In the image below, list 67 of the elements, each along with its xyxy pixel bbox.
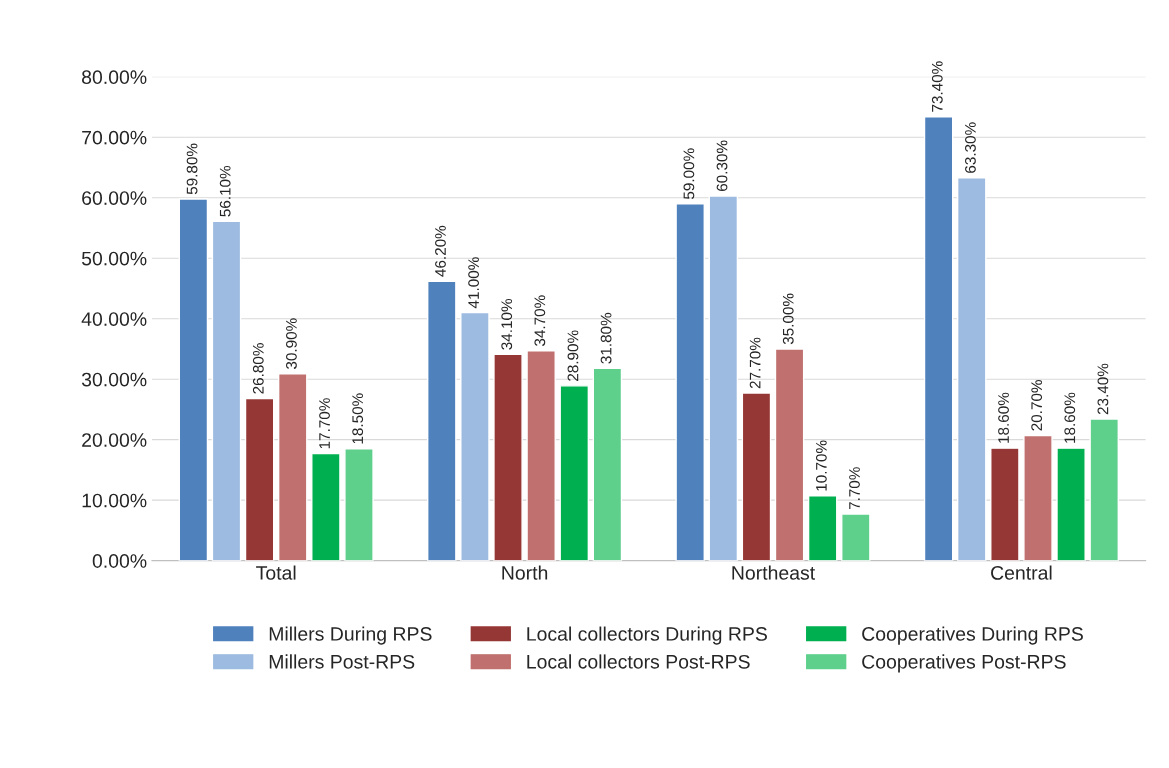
data-label: 34.10% <box>501 298 513 350</box>
y-tick-label: 40.00% <box>81 312 147 326</box>
y-tick-label: 70.00% <box>82 130 147 145</box>
data-label: 18.60% <box>1064 392 1076 443</box>
legend-label: Cooperatives Post-RPS <box>862 654 1066 673</box>
data-label: 18.60% <box>998 392 1009 443</box>
bar <box>460 311 490 561</box>
bar <box>923 116 954 561</box>
data-label: 31.80% <box>600 312 612 364</box>
data-label: 63.30% <box>965 122 976 173</box>
data-label: 41.00% <box>468 257 480 309</box>
legend-label: Local collectors Post-RPS <box>527 654 750 669</box>
data-label: 59.00% <box>683 148 695 200</box>
bar <box>559 385 590 561</box>
y-tick-label: 30.00% <box>81 372 147 387</box>
y-tick-label: 80.00% <box>82 70 147 85</box>
data-label: 18.50% <box>352 393 364 444</box>
y-tick-label: 50.00% <box>81 251 147 266</box>
bar <box>774 348 805 561</box>
data-label: 73.40% <box>931 61 943 112</box>
data-label: 59.80% <box>186 143 198 195</box>
data-label: 30.90% <box>286 318 297 370</box>
data-label: 46.20% <box>435 225 446 277</box>
bar <box>244 397 275 561</box>
legend-label: Millers During RPS <box>269 626 432 645</box>
bar <box>493 353 523 561</box>
data-label: 17.70% <box>319 398 330 449</box>
y-tick-label: 60.00% <box>82 191 147 205</box>
bar <box>211 220 242 561</box>
bar <box>427 280 457 561</box>
data-label: 20.70% <box>1031 380 1043 431</box>
bar <box>841 513 871 561</box>
bar <box>1089 418 1119 561</box>
data-label: 26.80% <box>252 343 264 394</box>
bar <box>344 448 374 561</box>
bar <box>708 195 739 561</box>
data-label: 34.70% <box>534 295 546 347</box>
bar <box>178 198 209 561</box>
x-tick-label: North <box>502 565 548 580</box>
legend-label: Local collectors During RPS <box>527 626 767 645</box>
y-tick-label: 20.00% <box>82 433 147 447</box>
legend-label: Cooperatives During RPS <box>862 626 1083 645</box>
x-tick-label: Northeast <box>732 565 816 580</box>
bar <box>1023 434 1053 561</box>
data-label: 28.90% <box>567 330 579 381</box>
data-label: 60.30% <box>716 140 728 191</box>
data-label: 23.40% <box>1097 363 1109 415</box>
bar <box>675 203 705 561</box>
bar <box>956 177 987 561</box>
data-label: 27.70% <box>749 337 761 389</box>
y-tick-label: 10.00% <box>82 493 147 508</box>
bar <box>807 495 838 561</box>
bar <box>311 452 341 561</box>
y-tick-label: 0.00% <box>92 554 147 568</box>
x-tick-label: Total <box>256 565 296 580</box>
bar <box>1056 447 1086 561</box>
x-tick-label: Central <box>991 565 1052 580</box>
legend-label: Millers Post-RPS <box>269 654 415 669</box>
data-label: 10.70% <box>815 440 827 491</box>
bar <box>277 373 308 561</box>
bar <box>990 447 1020 561</box>
data-label: 7.70% <box>849 467 860 510</box>
bar <box>526 350 556 561</box>
bar <box>741 392 772 561</box>
bar <box>592 367 623 561</box>
data-label: 35.00% <box>782 293 794 345</box>
data-label: 56.10% <box>219 165 231 217</box>
